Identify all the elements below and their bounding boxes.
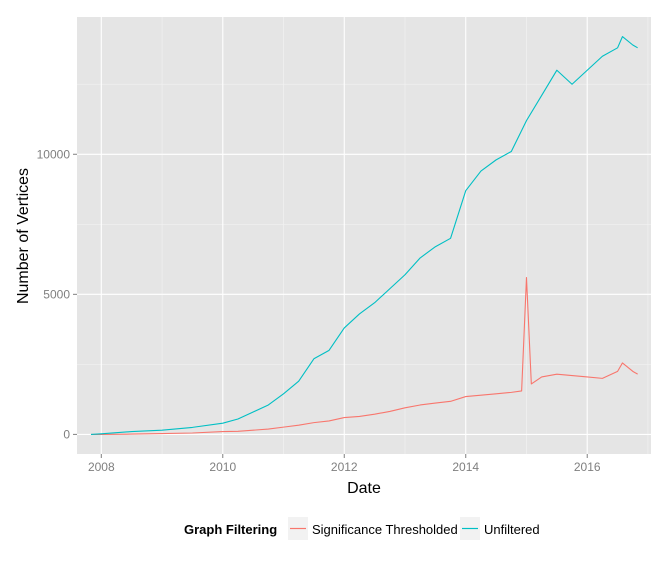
plot-panel <box>77 17 651 454</box>
x-tick-label: 2012 <box>331 460 358 474</box>
legend-label-significance-thresholded: Significance Thresholded <box>312 522 458 537</box>
grid-major <box>77 17 651 454</box>
legend-item-unfiltered: Unfiltered <box>460 517 540 540</box>
series-line-significance-thresholded <box>90 276 638 435</box>
x-axis: 2008 2010 2012 2014 2016 <box>88 454 601 474</box>
series-layer <box>90 36 638 435</box>
legend-label-unfiltered: Unfiltered <box>484 522 540 537</box>
x-tick-label: 2014 <box>452 460 479 474</box>
grid-minor <box>77 17 651 454</box>
y-tick-label: 0 <box>63 427 70 441</box>
y-tick-label: 10000 <box>37 147 71 161</box>
y-axis: 0 5000 10000 <box>37 147 77 441</box>
legend-item-significance-thresholded: Significance Thresholded <box>288 517 458 540</box>
x-tick-label: 2010 <box>209 460 236 474</box>
x-tick-label: 2016 <box>574 460 601 474</box>
legend-title: Graph Filtering <box>184 522 277 537</box>
y-axis-title: Number of Vertices <box>15 168 32 304</box>
x-tick-label: 2008 <box>88 460 115 474</box>
y-tick-label: 5000 <box>43 287 70 301</box>
series-line-unfiltered <box>90 36 638 435</box>
x-axis-title: Date <box>347 480 381 497</box>
legend: Graph Filtering Significance Thresholded… <box>184 517 540 540</box>
